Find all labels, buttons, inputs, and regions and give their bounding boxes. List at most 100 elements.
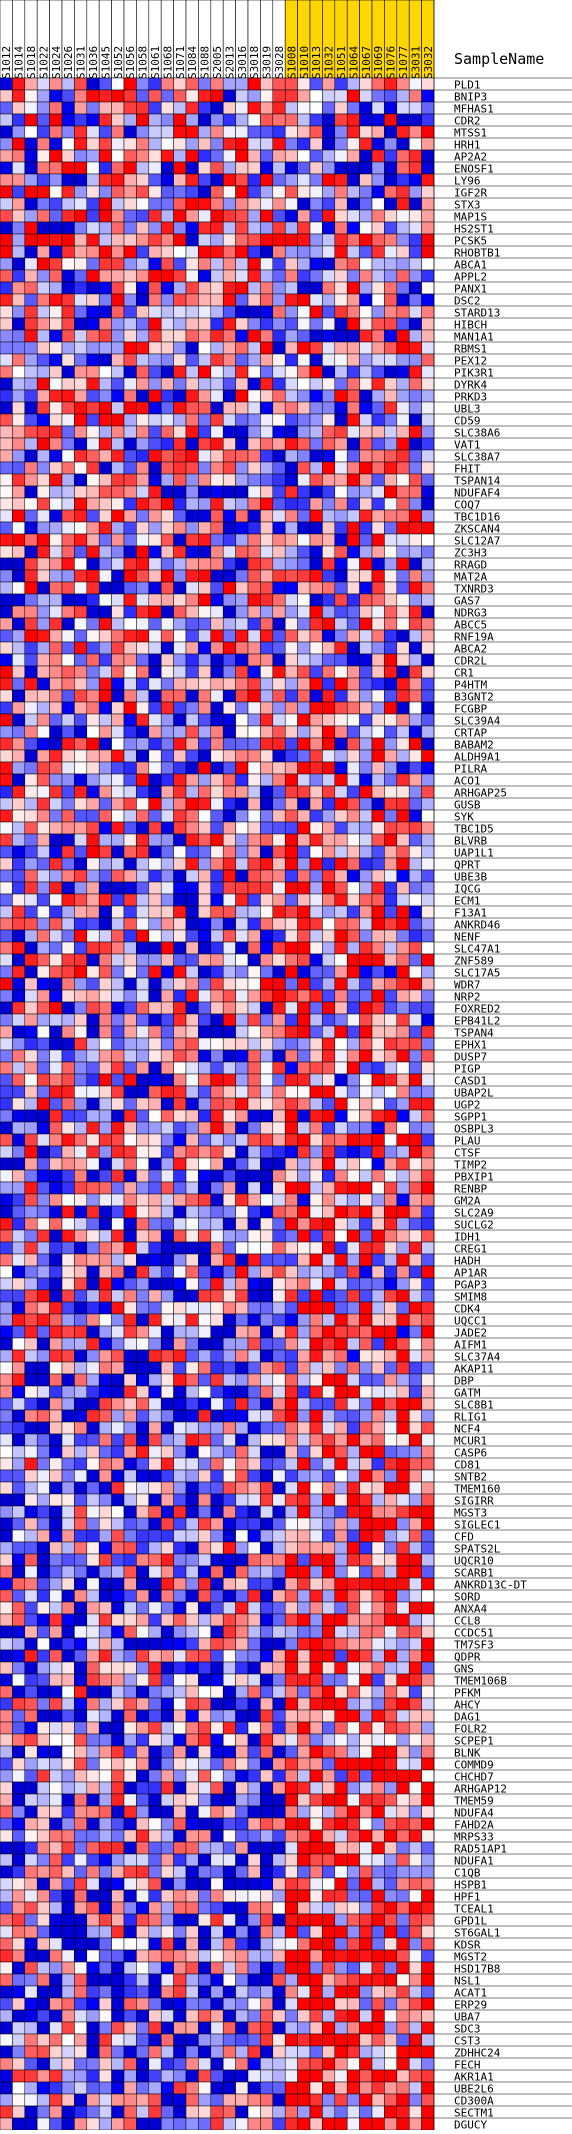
heatmap-cell [136, 629, 150, 643]
heatmap-cell [173, 1421, 187, 1435]
heatmap-cell [334, 1121, 348, 1135]
heatmap-cell [98, 1001, 112, 1015]
heatmap-cell [0, 1697, 13, 1711]
heatmap-cell [371, 557, 385, 571]
heatmap-cell [309, 293, 323, 307]
heatmap-cell [0, 185, 13, 199]
heatmap-cell [98, 761, 112, 775]
heatmap-cell [260, 1205, 274, 1219]
heatmap-cell [396, 77, 410, 91]
heatmap-cell [260, 893, 274, 907]
heatmap-cell [408, 365, 422, 379]
heatmap-cell [111, 1193, 125, 1207]
heatmap-cell [346, 593, 360, 607]
heatmap-cell [396, 305, 410, 319]
heatmap-cell [12, 125, 26, 139]
heatmap-cell [210, 809, 224, 823]
heatmap-cell [421, 965, 435, 979]
heatmap-cell [74, 1229, 88, 1243]
heatmap-cell [322, 953, 336, 967]
heatmap-cell [346, 329, 360, 343]
heatmap-cell [173, 1193, 187, 1207]
heatmap-cell [111, 1481, 125, 1495]
heatmap-cell [111, 1277, 125, 1291]
heatmap-cell [421, 1421, 435, 1435]
heatmap-cell [148, 893, 162, 907]
heatmap-cell [309, 809, 323, 823]
heatmap-cell [284, 1553, 298, 1567]
heatmap-cell [284, 917, 298, 931]
heatmap-cell [396, 341, 410, 355]
heatmap-cell [74, 1457, 88, 1471]
heatmap-cell [284, 341, 298, 355]
heatmap-cell [396, 1301, 410, 1315]
heatmap-cell [284, 965, 298, 979]
heatmap-cell [36, 1493, 50, 1507]
heatmap-cell [185, 593, 199, 607]
heatmap-cell [111, 1697, 125, 1711]
heatmap-cell [396, 665, 410, 679]
heatmap-cell [0, 941, 13, 955]
heatmap-cell [148, 1073, 162, 1087]
heatmap-cell [173, 1241, 187, 1255]
heatmap-cell [359, 257, 373, 271]
heatmap-cell [12, 1121, 26, 1135]
heatmap-cell [148, 545, 162, 559]
heatmap-cell [309, 1193, 323, 1207]
heatmap-cell [408, 1049, 422, 1063]
heatmap-cell [396, 257, 410, 271]
heatmap-cell [98, 1289, 112, 1303]
heatmap-cell [408, 797, 422, 811]
heatmap-cell [12, 1673, 26, 1687]
heatmap-cell [36, 1529, 50, 1543]
heatmap-cell [160, 1325, 174, 1339]
heatmap-cell [49, 1553, 63, 1567]
heatmap-cell [61, 1025, 75, 1039]
heatmap-cell [371, 977, 385, 991]
heatmap-cell [12, 629, 26, 643]
heatmap-cell [123, 1013, 137, 1027]
heatmap-cell [260, 161, 274, 175]
heatmap-cell [297, 1349, 311, 1363]
heatmap-cell [371, 569, 385, 583]
heatmap-cell [98, 605, 112, 619]
heatmap-cell [173, 473, 187, 487]
heatmap-cell [0, 701, 13, 715]
heatmap-cell [297, 629, 311, 643]
heatmap-cell [284, 1457, 298, 1471]
heatmap-cell [297, 1481, 311, 1495]
heatmap-cell [148, 209, 162, 223]
heatmap-cell [0, 1649, 13, 1663]
heatmap-cell [198, 965, 212, 979]
heatmap-cell [284, 653, 298, 667]
heatmap-cell [421, 1313, 435, 1327]
heatmap-cell [359, 941, 373, 955]
heatmap-cell [74, 1625, 88, 1639]
heatmap-cell [185, 1397, 199, 1411]
heatmap-cell [160, 809, 174, 823]
heatmap-cell [322, 485, 336, 499]
heatmap-cell [359, 377, 373, 391]
heatmap-cell [148, 1169, 162, 1183]
heatmap-cell [359, 497, 373, 511]
heatmap-cell [297, 329, 311, 343]
heatmap-cell [359, 1505, 373, 1519]
heatmap-cell [86, 545, 100, 559]
heatmap-cell [74, 329, 88, 343]
heatmap-cell [272, 1037, 286, 1051]
heatmap-cell [210, 1109, 224, 1123]
heatmap-cell [136, 125, 150, 139]
heatmap-cell [123, 437, 137, 451]
heatmap-cell [421, 1709, 435, 1723]
heatmap-cell [123, 953, 137, 967]
heatmap-cell [49, 1517, 63, 1531]
heatmap-cell [36, 77, 50, 91]
heatmap-cell [247, 1313, 261, 1327]
heatmap-cell [61, 989, 75, 1003]
heatmap-cell [111, 1649, 125, 1663]
heatmap-cell [173, 1385, 187, 1399]
heatmap-cell [12, 341, 26, 355]
heatmap-cell [98, 641, 112, 655]
heatmap-cell [272, 1745, 286, 1759]
heatmap-cell [346, 485, 360, 499]
